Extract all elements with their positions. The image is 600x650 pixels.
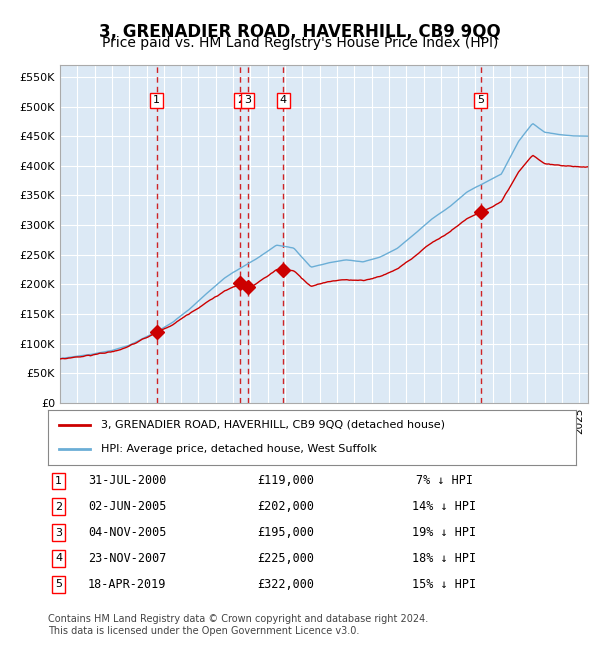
Text: HPI: Average price, detached house, West Suffolk: HPI: Average price, detached house, West… [101, 445, 377, 454]
Text: 04-NOV-2005: 04-NOV-2005 [88, 526, 166, 539]
Text: 19% ↓ HPI: 19% ↓ HPI [412, 526, 476, 539]
Text: 18-APR-2019: 18-APR-2019 [88, 578, 166, 591]
Text: 15% ↓ HPI: 15% ↓ HPI [412, 578, 476, 591]
Text: 3: 3 [244, 96, 251, 105]
Text: £195,000: £195,000 [257, 526, 314, 539]
Text: 18% ↓ HPI: 18% ↓ HPI [412, 552, 476, 565]
Text: Contains HM Land Registry data © Crown copyright and database right 2024.
This d: Contains HM Land Registry data © Crown c… [48, 614, 428, 636]
Text: 2: 2 [55, 502, 62, 512]
Text: £225,000: £225,000 [257, 552, 314, 565]
Text: 14% ↓ HPI: 14% ↓ HPI [412, 500, 476, 514]
Text: 1: 1 [153, 96, 160, 105]
Text: 3: 3 [55, 528, 62, 538]
Text: £119,000: £119,000 [257, 474, 314, 488]
Text: 2: 2 [237, 96, 244, 105]
Text: 3, GRENADIER ROAD, HAVERHILL, CB9 9QQ: 3, GRENADIER ROAD, HAVERHILL, CB9 9QQ [99, 23, 501, 41]
Text: £322,000: £322,000 [257, 578, 314, 591]
Text: 31-JUL-2000: 31-JUL-2000 [88, 474, 166, 488]
Text: 7% ↓ HPI: 7% ↓ HPI [415, 474, 473, 488]
Text: 02-JUN-2005: 02-JUN-2005 [88, 500, 166, 514]
Text: 4: 4 [280, 96, 287, 105]
Text: 3, GRENADIER ROAD, HAVERHILL, CB9 9QQ (detached house): 3, GRENADIER ROAD, HAVERHILL, CB9 9QQ (d… [101, 420, 445, 430]
Text: 23-NOV-2007: 23-NOV-2007 [88, 552, 166, 565]
Text: Price paid vs. HM Land Registry's House Price Index (HPI): Price paid vs. HM Land Registry's House … [102, 36, 498, 50]
Text: 5: 5 [55, 579, 62, 590]
Text: 5: 5 [477, 96, 484, 105]
Text: 4: 4 [55, 554, 62, 564]
Text: 1: 1 [55, 476, 62, 486]
Text: £202,000: £202,000 [257, 500, 314, 514]
